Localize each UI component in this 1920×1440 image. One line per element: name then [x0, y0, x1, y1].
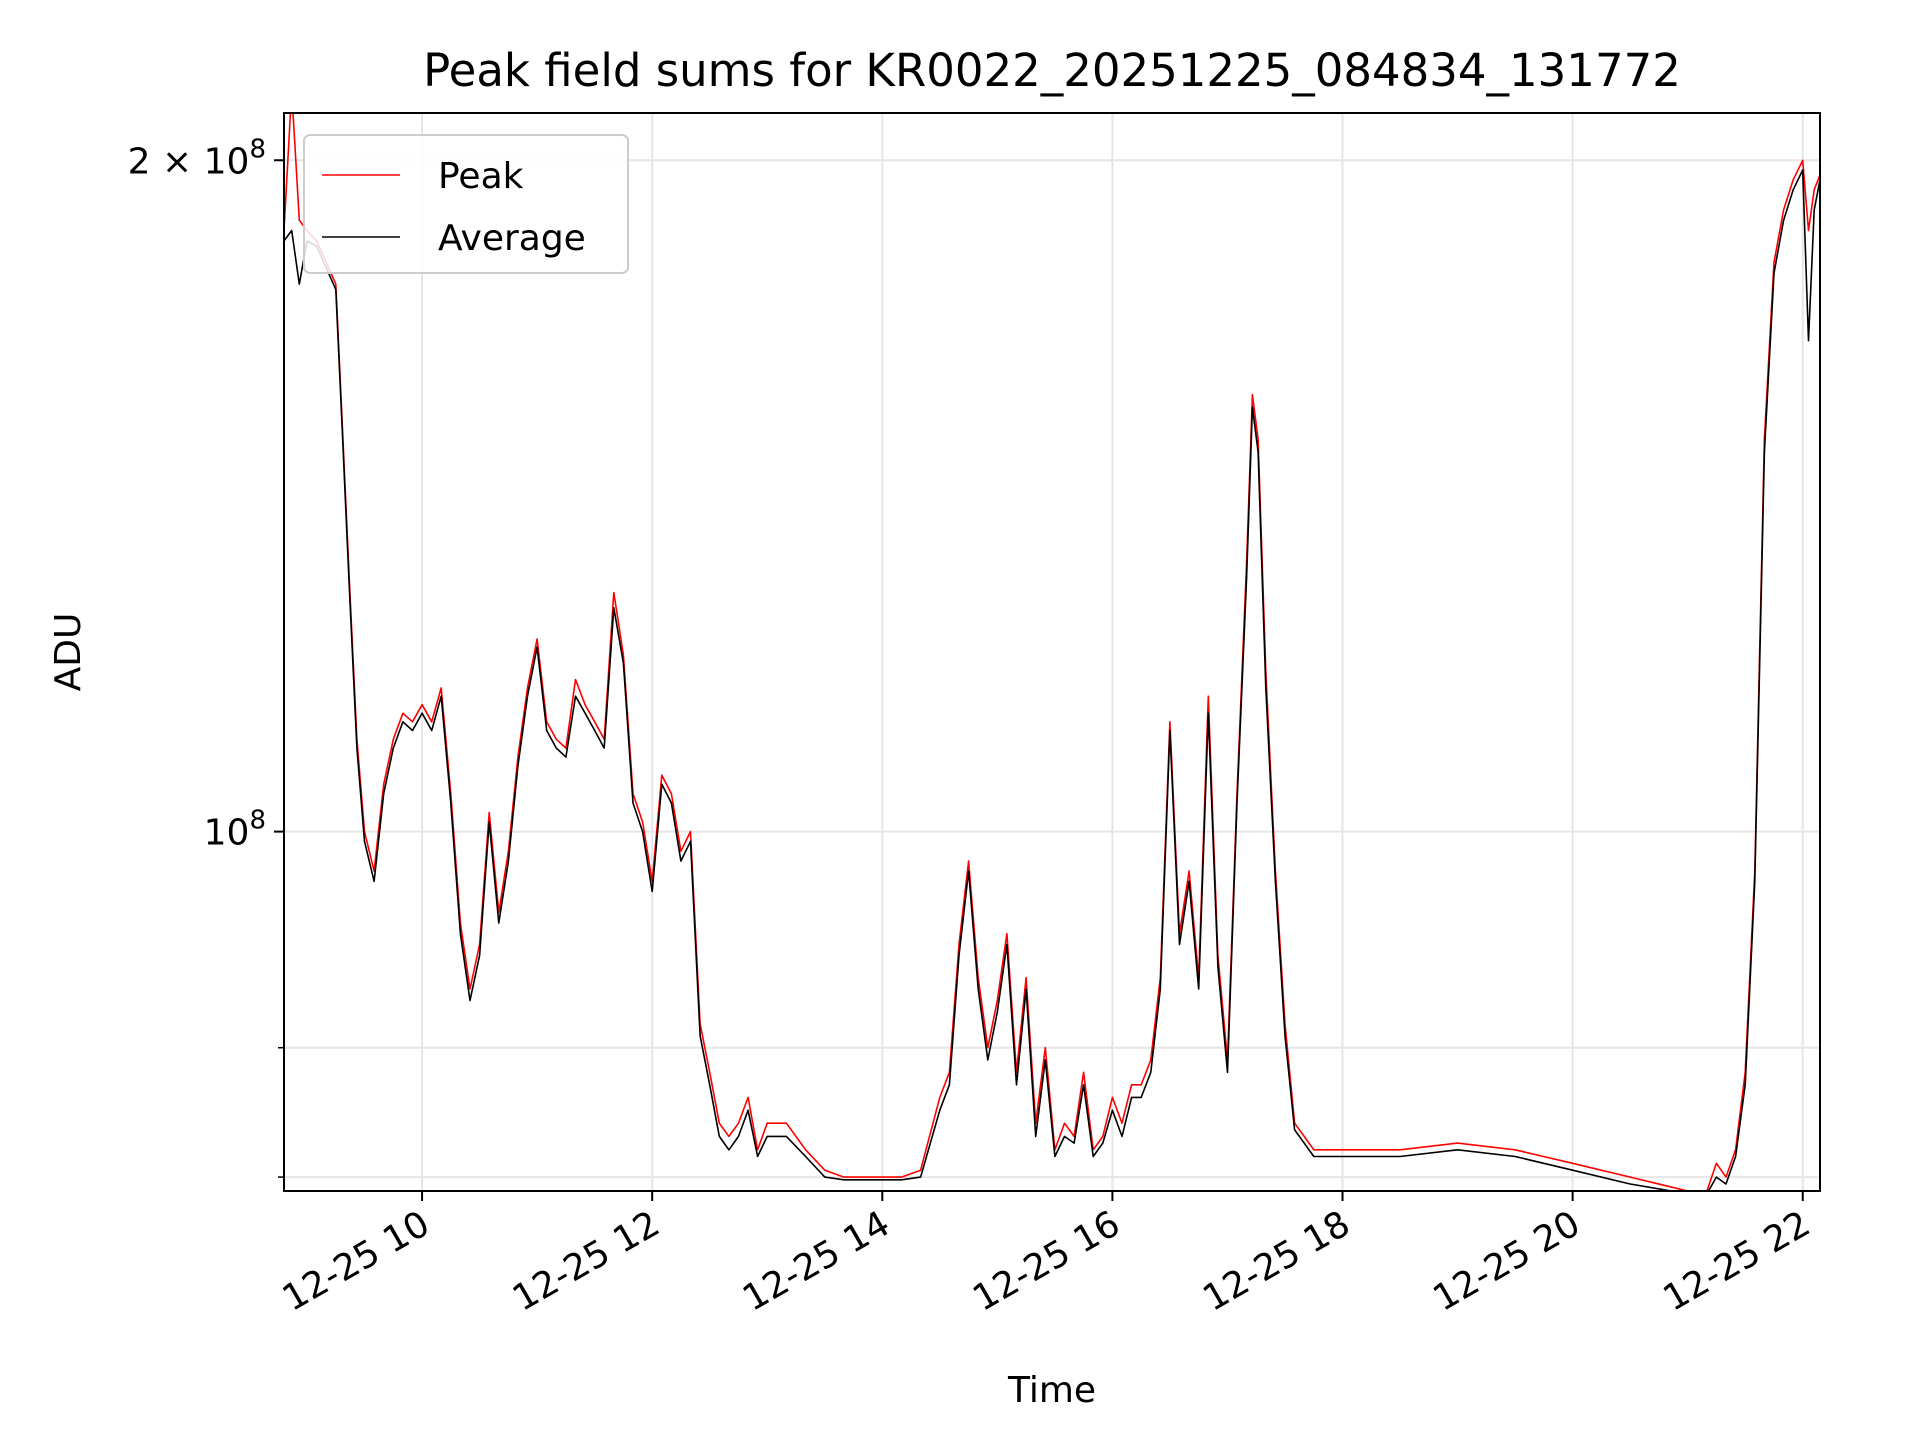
series-line-peak — [284, 113, 1820, 1191]
legend-label: Average — [438, 218, 586, 259]
y-tick-exp: 8 — [249, 134, 266, 164]
legend-label: Peak — [438, 156, 524, 197]
y-tick-coef: 2 × — [128, 141, 204, 182]
y-axis-label: ADU — [48, 613, 89, 692]
y-tick-base: 10 — [204, 813, 250, 854]
y-tick-base: 10 — [204, 141, 250, 182]
plot-area — [284, 113, 1820, 1191]
series-layer — [284, 113, 1820, 1191]
legend-box — [303, 134, 629, 274]
chart-title: Peak field sums for KR0022_20251225_0848… — [423, 44, 1681, 97]
y-tick-label: 108 — [204, 806, 266, 854]
x-axis-label: Time — [1007, 1370, 1096, 1411]
plot-frame — [283, 112, 1821, 1192]
series-line-average — [284, 169, 1820, 1191]
y-tick-exp: 8 — [249, 806, 266, 836]
legend: Peak Average — [303, 134, 629, 274]
y-tick-label: 2 × 108 — [128, 134, 266, 182]
